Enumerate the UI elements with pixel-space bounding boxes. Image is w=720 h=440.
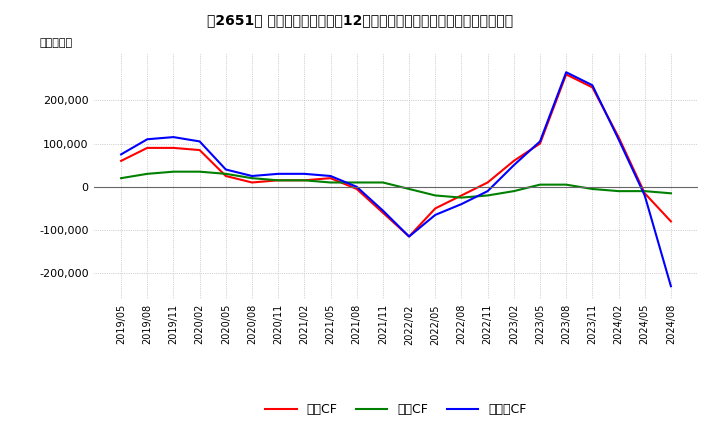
投資CF bbox=[640, 188, 649, 194]
営業CF bbox=[143, 145, 152, 150]
フリーCF bbox=[326, 173, 335, 179]
投資CF bbox=[483, 193, 492, 198]
フリーCF bbox=[614, 136, 623, 142]
Line: 投資CF: 投資CF bbox=[121, 172, 671, 198]
投資CF bbox=[405, 186, 413, 191]
投資CF bbox=[300, 178, 309, 183]
フリーCF bbox=[667, 284, 675, 289]
営業CF bbox=[352, 186, 361, 191]
投資CF bbox=[667, 191, 675, 196]
Text: 【2651】 キャッシュフローの12か月移動合計の対前年同期増減額の推移: 【2651】 キャッシュフローの12か月移動合計の対前年同期増減額の推移 bbox=[207, 13, 513, 27]
投資CF bbox=[536, 182, 544, 187]
フリーCF bbox=[352, 184, 361, 190]
営業CF bbox=[195, 147, 204, 153]
フリーCF bbox=[143, 136, 152, 142]
投資CF bbox=[379, 180, 387, 185]
営業CF bbox=[274, 178, 282, 183]
営業CF bbox=[483, 180, 492, 185]
営業CF bbox=[536, 141, 544, 146]
営業CF bbox=[300, 178, 309, 183]
フリーCF bbox=[405, 234, 413, 239]
Line: フリーCF: フリーCF bbox=[121, 72, 671, 286]
営業CF bbox=[457, 193, 466, 198]
フリーCF bbox=[588, 83, 597, 88]
営業CF bbox=[510, 158, 518, 164]
Line: 営業CF: 営業CF bbox=[121, 74, 671, 237]
フリーCF bbox=[379, 208, 387, 213]
フリーCF bbox=[195, 139, 204, 144]
投資CF bbox=[117, 176, 125, 181]
投資CF bbox=[457, 195, 466, 200]
営業CF bbox=[614, 135, 623, 140]
投資CF bbox=[326, 180, 335, 185]
投資CF bbox=[274, 178, 282, 183]
営業CF bbox=[117, 158, 125, 164]
営業CF bbox=[588, 85, 597, 90]
フリーCF bbox=[431, 212, 440, 217]
投資CF bbox=[352, 180, 361, 185]
投資CF bbox=[614, 188, 623, 194]
営業CF bbox=[431, 206, 440, 211]
投資CF bbox=[169, 169, 178, 174]
営業CF bbox=[379, 210, 387, 216]
営業CF bbox=[667, 219, 675, 224]
フリーCF bbox=[536, 139, 544, 144]
投資CF bbox=[222, 171, 230, 176]
投資CF bbox=[143, 171, 152, 176]
フリーCF bbox=[117, 152, 125, 157]
営業CF bbox=[169, 145, 178, 150]
営業CF bbox=[562, 72, 570, 77]
投資CF bbox=[195, 169, 204, 174]
投資CF bbox=[248, 176, 256, 181]
営業CF bbox=[326, 176, 335, 181]
フリーCF bbox=[562, 70, 570, 75]
フリーCF bbox=[274, 171, 282, 176]
フリーCF bbox=[640, 193, 649, 198]
投資CF bbox=[588, 186, 597, 191]
フリーCF bbox=[300, 171, 309, 176]
フリーCF bbox=[483, 188, 492, 194]
フリーCF bbox=[248, 173, 256, 179]
営業CF bbox=[405, 234, 413, 239]
営業CF bbox=[640, 191, 649, 196]
フリーCF bbox=[510, 162, 518, 168]
営業CF bbox=[248, 180, 256, 185]
Legend: 営業CF, 投資CF, フリーCF: 営業CF, 投資CF, フリーCF bbox=[261, 398, 531, 421]
投資CF bbox=[510, 188, 518, 194]
フリーCF bbox=[222, 167, 230, 172]
投資CF bbox=[562, 182, 570, 187]
営業CF bbox=[222, 173, 230, 179]
Text: （百万円）: （百万円） bbox=[39, 38, 72, 48]
投資CF bbox=[431, 193, 440, 198]
フリーCF bbox=[169, 135, 178, 140]
フリーCF bbox=[457, 202, 466, 207]
